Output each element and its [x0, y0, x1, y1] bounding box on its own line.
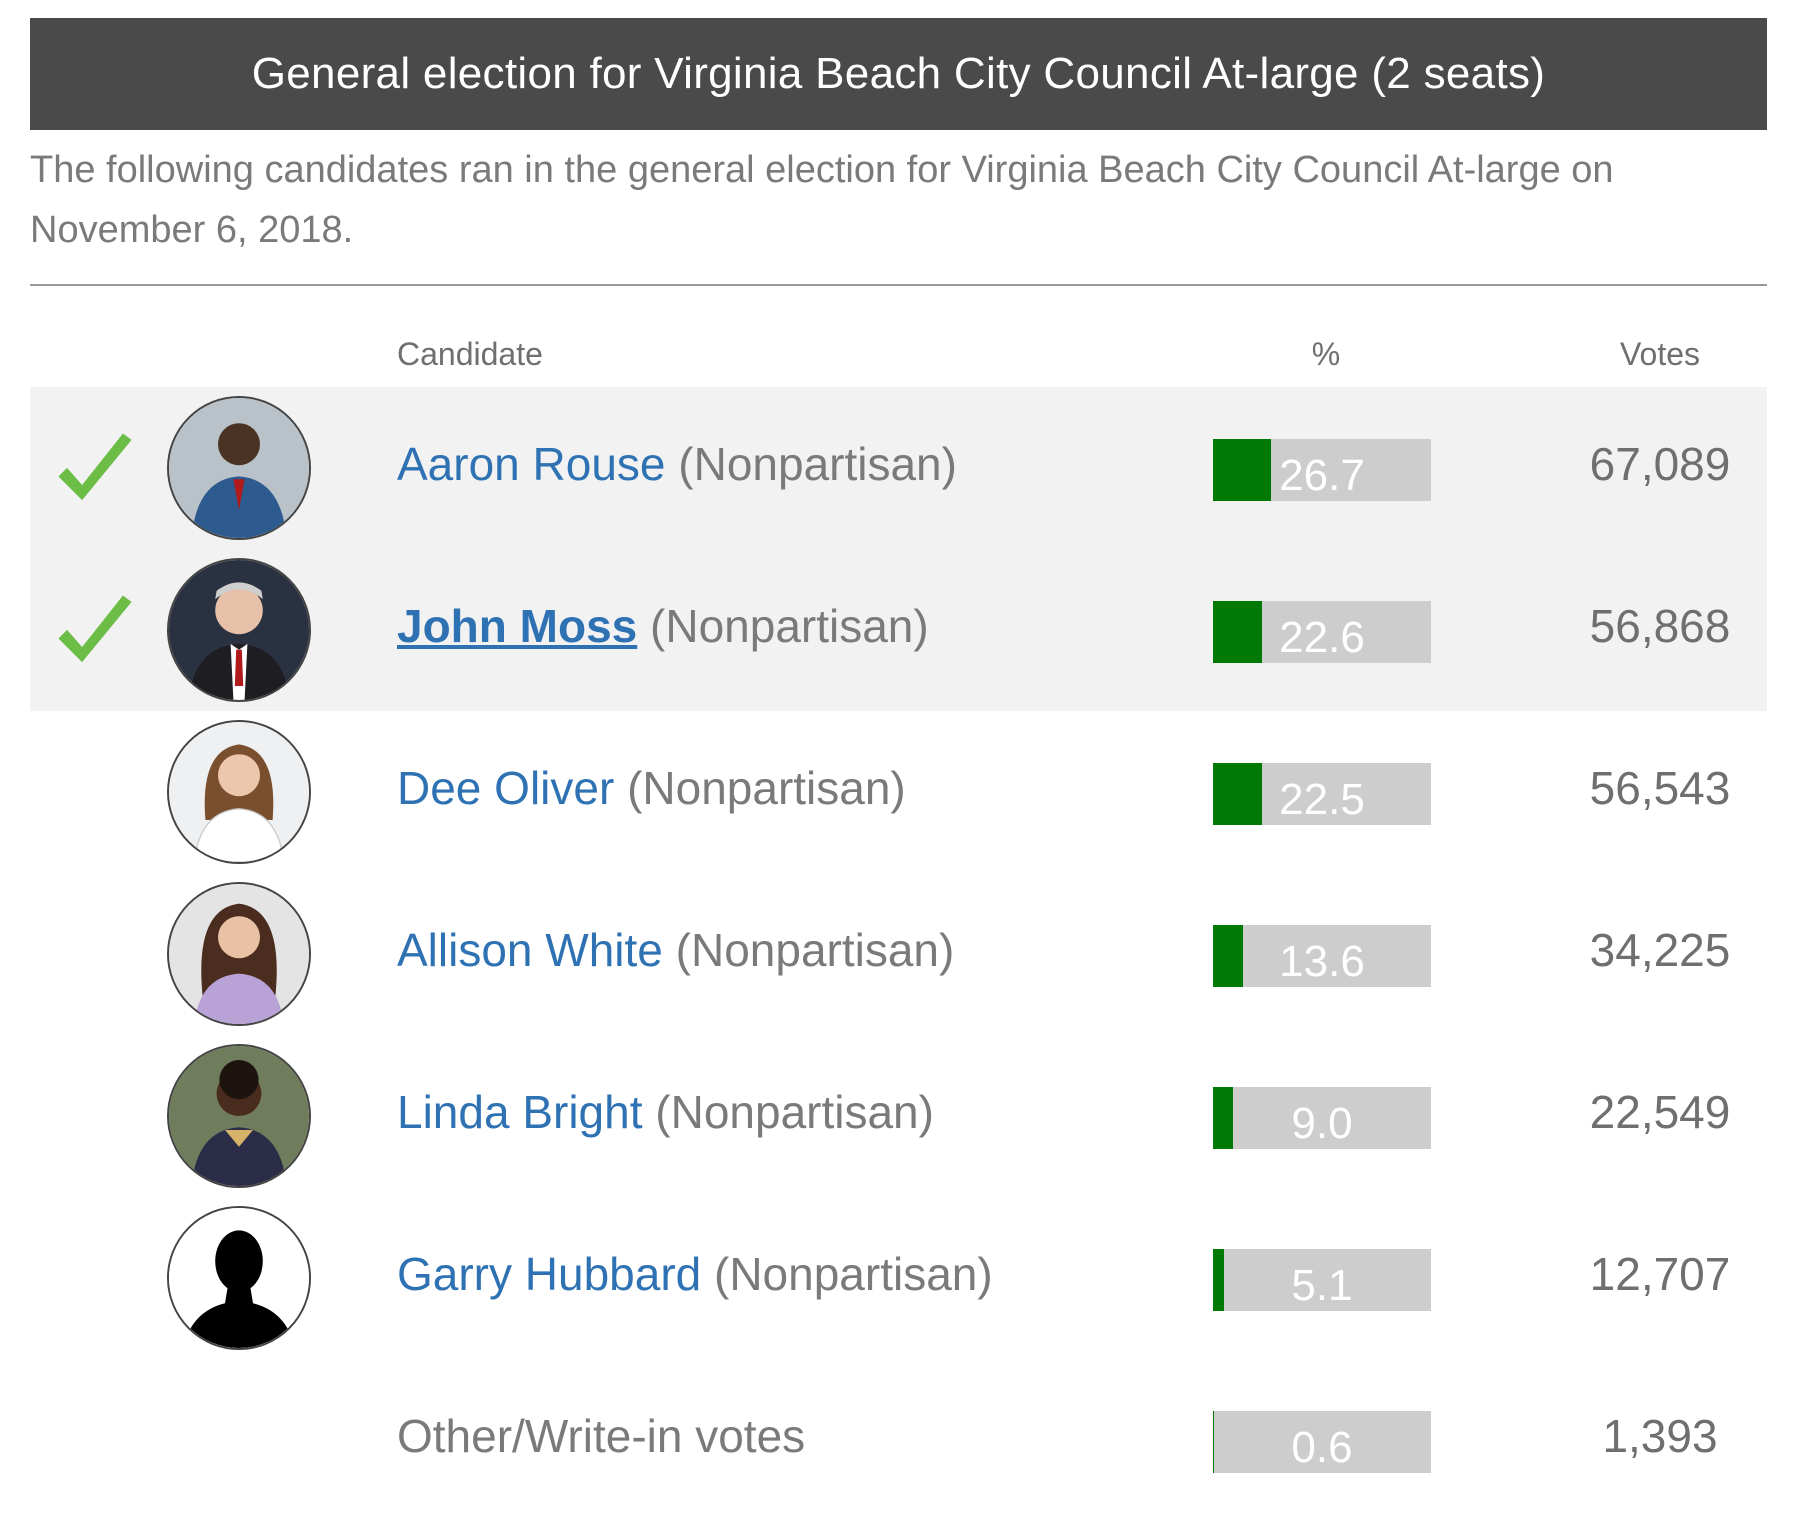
winner-check-icon [52, 589, 138, 675]
candidate-photo[interactable] [167, 882, 311, 1026]
candidate-photo[interactable] [167, 558, 311, 702]
percent-value: 9.0 [1291, 1099, 1353, 1148]
winner-check-icon [52, 427, 138, 513]
percent-bar-fill [1213, 439, 1272, 501]
divider [30, 284, 1767, 286]
percent-value: 22.5 [1279, 775, 1365, 824]
results-title-bar: General election for Virginia Beach City… [30, 18, 1767, 130]
percent-bar-fill [1213, 1087, 1233, 1149]
percent-value: 26.7 [1279, 451, 1365, 500]
results-table: Aaron Rouse (Nonpartisan) 26.7 67,089 Jo… [30, 387, 1767, 1521]
percent-bar-fill [1213, 601, 1263, 663]
percent-bar-fill [1213, 1411, 1215, 1473]
candidate-row: Allison White (Nonpartisan) 13.6 34,225 [30, 873, 1767, 1035]
election-results-widget: General election for Virginia Beach City… [30, 18, 1767, 1521]
candidate-name-cell: Dee Oliver (Nonpartisan) [397, 761, 906, 815]
vote-count: 12,707 [1589, 1248, 1731, 1300]
percent-bar-fill [1213, 925, 1243, 987]
candidate-name-link[interactable]: Linda Bright [397, 1086, 643, 1138]
candidate-row: Aaron Rouse (Nonpartisan) 26.7 67,089 [30, 387, 1767, 549]
candidate-photo[interactable] [167, 396, 311, 540]
percent-bar: 22.6 [1213, 601, 1431, 663]
candidate-name-cell: Garry Hubbard (Nonpartisan) [397, 1247, 993, 1301]
candidate-photo[interactable] [167, 720, 311, 864]
table-header: Candidate % Votes [30, 286, 1767, 387]
candidate-party: (Nonpartisan) [650, 600, 929, 652]
column-header-votes: Votes [1619, 336, 1701, 372]
column-header-percent: % [1311, 336, 1341, 372]
percent-bar: 22.5 [1213, 763, 1431, 825]
candidate-party: (Nonpartisan) [675, 924, 955, 976]
percent-value: 0.6 [1291, 1423, 1353, 1472]
percent-bar: 5.1 [1213, 1249, 1431, 1311]
percent-bar-fill [1213, 763, 1263, 825]
candidate-photo[interactable] [167, 1044, 311, 1188]
silhouette-icon[interactable] [167, 1206, 311, 1350]
candidate-row: John Moss (Nonpartisan) 22.6 56,868 [30, 549, 1767, 711]
candidate-name-link[interactable]: Garry Hubbard [397, 1248, 702, 1300]
candidate-name-link[interactable]: Allison White [397, 924, 663, 976]
column-header-candidate: Candidate [397, 336, 543, 372]
candidate-name-link[interactable]: Aaron Rouse [397, 438, 666, 490]
results-description: The following candidates ran in the gene… [30, 149, 1614, 251]
candidate-row: Linda Bright (Nonpartisan) 9.0 22,549 [30, 1035, 1767, 1197]
other-votes-label: Other/Write-in votes [397, 1410, 806, 1462]
candidate-row: Garry Hubbard (Nonpartisan) 5.1 12,707 [30, 1197, 1767, 1359]
candidate-party: (Nonpartisan) [655, 1086, 934, 1138]
vote-count: 1,393 [1602, 1410, 1718, 1462]
candidate-party: (Nonpartisan) [714, 1248, 993, 1300]
candidate-name-cell: John Moss (Nonpartisan) [397, 599, 929, 653]
candidate-name-cell: Linda Bright (Nonpartisan) [397, 1085, 934, 1139]
percent-value: 5.1 [1291, 1261, 1353, 1310]
percent-bar: 13.6 [1213, 925, 1431, 987]
vote-count: 67,089 [1589, 438, 1731, 490]
candidate-party: (Nonpartisan) [678, 438, 957, 490]
candidate-name-link[interactable]: Dee Oliver [397, 762, 615, 814]
other-votes-row: Other/Write-in votes 0.6 1,393 [30, 1359, 1767, 1521]
percent-value: 13.6 [1279, 937, 1365, 986]
candidate-name-cell: Allison White (Nonpartisan) [397, 923, 954, 977]
percent-bar: 26.7 [1213, 439, 1431, 501]
candidate-name-link[interactable]: John Moss [397, 600, 638, 652]
results-title: General election for Virginia Beach City… [251, 49, 1546, 98]
candidate-name-cell: Aaron Rouse (Nonpartisan) [397, 437, 957, 491]
vote-count: 22,549 [1589, 1086, 1731, 1138]
vote-count: 56,868 [1589, 600, 1731, 652]
percent-bar-fill [1213, 1249, 1225, 1311]
candidate-party: (Nonpartisan) [627, 762, 906, 814]
percent-bar: 9.0 [1213, 1087, 1431, 1149]
percent-value: 22.6 [1279, 613, 1365, 662]
vote-count: 56,543 [1589, 762, 1731, 814]
vote-count: 34,225 [1589, 924, 1731, 976]
percent-bar: 0.6 [1213, 1411, 1431, 1473]
candidate-row: Dee Oliver (Nonpartisan) 22.5 56,543 [30, 711, 1767, 873]
